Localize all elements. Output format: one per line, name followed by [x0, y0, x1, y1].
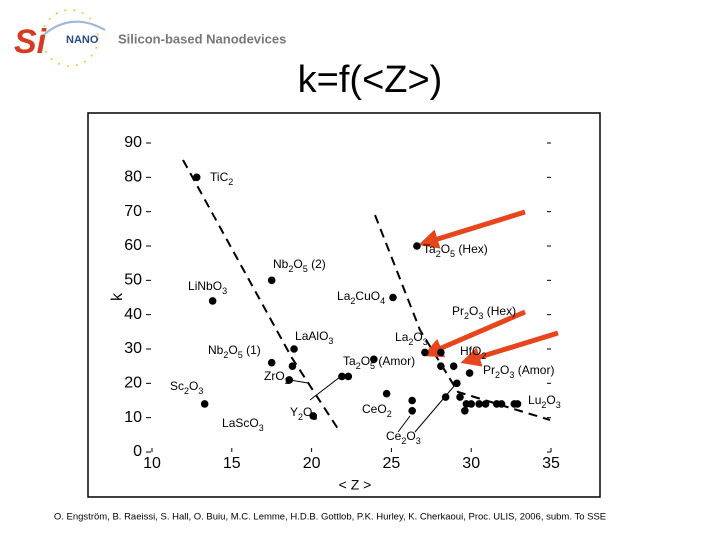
y-tick-label: 10 [124, 409, 142, 426]
y-tick-label: 0 [133, 443, 142, 460]
citation: O. Engström, B. Raeissi, S. Hall, O. Bui… [54, 512, 606, 523]
red-arrow [418, 209, 526, 249]
pointer-arrows [289, 376, 456, 433]
point-label: TiC2 [210, 170, 233, 187]
chart-title: k=f(<Z>) [298, 59, 443, 101]
logo-nano: NANO [66, 34, 99, 46]
y-tick-label: 50 [124, 272, 142, 289]
data-point [461, 407, 469, 415]
data-point [441, 393, 450, 401]
point-label: LaScO3 [222, 416, 264, 433]
data-point [382, 389, 391, 398]
x-tick-label: 20 [303, 455, 321, 472]
data-point [437, 348, 445, 357]
red-arrow [422, 309, 526, 358]
data-point [413, 242, 421, 250]
logo: Si NANO [14, 9, 106, 67]
x-tick-label: 15 [223, 455, 241, 472]
y-tick-label: 70 [124, 203, 142, 220]
x-axis-label: < Z > [339, 477, 372, 493]
highlight-arrows [418, 209, 559, 367]
point-label: La2CuO4 [337, 289, 385, 306]
y-tick-label: 80 [124, 169, 142, 186]
data-point [344, 372, 353, 381]
point-label: Ta2O5 (Hex) [423, 242, 488, 259]
pointer [397, 415, 411, 433]
plot-frame [87, 112, 601, 498]
logo-si: Si [14, 23, 48, 61]
y-tick-label: 40 [124, 306, 142, 323]
data-point [449, 362, 458, 370]
y-tick-label: 20 [124, 375, 142, 392]
point-label: Nb2O5 (1) [208, 343, 261, 360]
y-tick-label: 30 [124, 340, 142, 357]
point-label: La2O3 [395, 330, 428, 347]
pointer [414, 384, 456, 433]
logo-stars [41, 9, 99, 67]
data-point [456, 393, 464, 401]
data-point [408, 396, 416, 405]
data-point [389, 293, 397, 302]
fit-line [182, 159, 341, 433]
data-point [309, 412, 317, 420]
point-label: Ta2O5 (Amor) [343, 354, 415, 371]
logo-swoosh [39, 20, 106, 39]
data-point [465, 369, 474, 377]
red-arrow [460, 330, 559, 367]
point-label: Nb2O5 (2) [273, 257, 326, 274]
data-point [475, 400, 483, 408]
data-point [208, 297, 217, 305]
point-label: Pr2O3 (Hex) [452, 304, 516, 321]
data-point [192, 173, 201, 182]
data-point [467, 400, 476, 408]
x-tick-label: 30 [462, 455, 480, 472]
point-label: HfO2 [460, 344, 486, 361]
data-point [267, 358, 276, 367]
point-label: Ce2O3 [386, 429, 421, 446]
data-point [338, 372, 346, 381]
x-tick-label: 10 [143, 455, 161, 472]
point-label: ZrO2 [264, 369, 290, 386]
data-point [267, 276, 276, 285]
point-label: CeO2 [362, 402, 392, 419]
data-point [200, 400, 209, 408]
data-point [288, 362, 297, 370]
x-tick-label: 25 [383, 455, 401, 472]
data-point [437, 362, 445, 370]
point-label: LiNbO3 [188, 279, 227, 296]
data-point [290, 345, 298, 353]
data-point [408, 407, 416, 415]
point-label: Sc2O3 [170, 379, 203, 396]
y-tick-label: 60 [124, 237, 142, 254]
data-point [453, 379, 461, 388]
tagline: Silicon-based Nanodevices [118, 31, 286, 46]
y-tick-label: 90 [124, 134, 142, 151]
x-tick-label: 35 [542, 455, 560, 472]
pointer [309, 376, 341, 401]
data-point [421, 348, 429, 357]
data-point [497, 400, 506, 408]
point-label: Pr2O3 (Amor) [483, 363, 554, 380]
point-label: Lu2O3 [528, 393, 561, 410]
point-label: LaAlO3 [295, 329, 333, 346]
data-point [285, 376, 294, 384]
data-point [370, 355, 378, 364]
data-point [513, 400, 522, 408]
y-axis-label: k [109, 292, 126, 301]
data-point [481, 400, 490, 408]
point-label: Y2O3 [290, 405, 317, 422]
